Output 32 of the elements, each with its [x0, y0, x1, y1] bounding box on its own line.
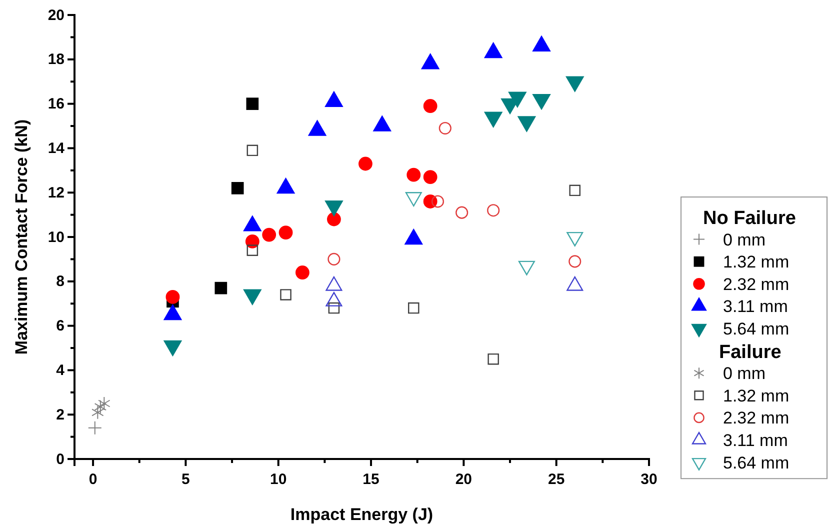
x-tick-label: 20: [455, 471, 472, 488]
text: No Failure: [703, 208, 796, 229]
legend-label: 0 mm: [723, 230, 766, 250]
y-tick-label: 14: [48, 140, 66, 157]
legend-label: 2.32 mm: [723, 408, 790, 428]
y-tick-label: 6: [56, 318, 64, 335]
x-tick-label: 10: [270, 471, 287, 488]
legend-label: 3.11 mm: [723, 297, 788, 316]
x-tick-label: 15: [362, 471, 380, 488]
y-tick-label: 10: [48, 228, 64, 246]
y-tick-label: 8: [56, 273, 64, 290]
text: Failure: [719, 342, 782, 363]
x-tick-label: 25: [548, 471, 565, 488]
y-tick-label: 20: [48, 6, 64, 24]
legend-label: 1.32 mm: [723, 386, 790, 406]
legend-label: 5.64 mm: [723, 453, 790, 472]
y-tick-label: 16: [48, 96, 64, 113]
x-tick-label: 0: [88, 471, 98, 488]
x-tick-label: 5: [182, 471, 190, 488]
y-tick-label: 18: [48, 51, 64, 68]
y-tick-label: 4: [56, 362, 66, 379]
x-tick-label: 30: [640, 471, 658, 488]
legend-label: 2.32 mm: [723, 274, 790, 294]
y-axis-title: Maximum Contact Force (kN): [12, 119, 31, 355]
y-tick-label: 0: [56, 450, 64, 468]
legend-label: 5.64 mm: [723, 320, 790, 338]
legend-label: 0 mm: [723, 364, 766, 384]
x-axis-title: Impact Energy (J): [290, 505, 434, 524]
y-tick-label: 2: [56, 406, 64, 424]
legend-label: 1.32 mm: [723, 252, 790, 272]
y-tick-label: 12: [48, 184, 64, 202]
legend-label: 3.11 mm: [723, 431, 788, 450]
